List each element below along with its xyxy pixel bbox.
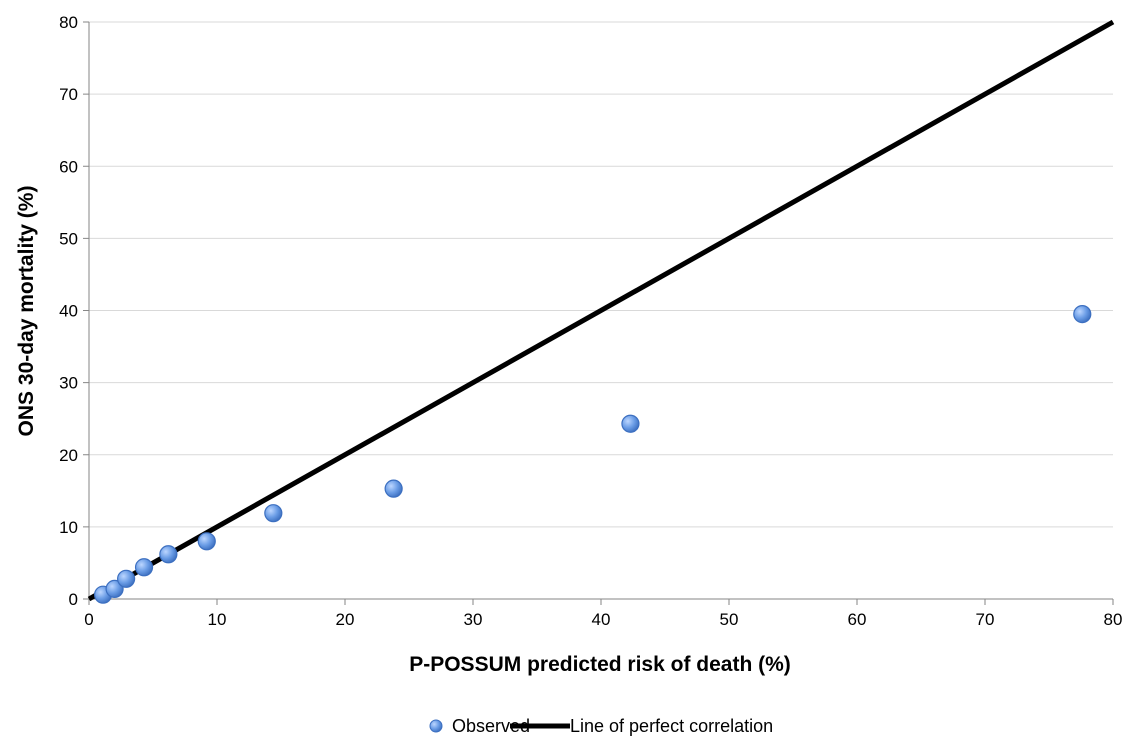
y-tick-label-40: 40 [59, 302, 78, 321]
y-tick-label-70: 70 [59, 85, 78, 104]
x-axis-title: P-POSSUM predicted risk of death (%) [409, 653, 791, 676]
x-tick-label-0: 0 [84, 610, 93, 629]
legend-observed-marker [429, 719, 443, 733]
x-tick-label-40: 40 [592, 610, 611, 629]
x-tick-label-60: 60 [848, 610, 867, 629]
x-tick-label-20: 20 [336, 610, 355, 629]
axes [83, 21, 1114, 605]
tick-labels: 0 10 20 30 40 50 60 70 80 0 10 20 30 40 50 60 70 80 [59, 13, 1122, 629]
y-tick-label-10: 10 [59, 518, 78, 537]
x-tick-label-50: 50 [720, 610, 739, 629]
observed-point-5 [159, 545, 178, 564]
observed-point-9 [621, 414, 640, 433]
legend-correlation-label: Line of perfect correlation [570, 716, 773, 736]
x-tick-label-80: 80 [1104, 610, 1123, 629]
x-tick-label-10: 10 [208, 610, 227, 629]
observed-points-layer [93, 305, 1092, 604]
y-tick-label-50: 50 [59, 229, 78, 248]
y-tick-label-0: 0 [69, 590, 78, 609]
observed-point-3 [117, 569, 136, 588]
observed-point-8 [384, 479, 403, 498]
observed-point-7 [264, 504, 283, 523]
observed-point-6 [197, 532, 216, 551]
y-tick-label-20: 20 [59, 446, 78, 465]
y-tick-label-60: 60 [59, 157, 78, 176]
gridlines [89, 21, 1113, 528]
y-tick-label-30: 30 [59, 374, 78, 393]
legend: Observed Line of perfect correlation [429, 716, 773, 736]
y-tick-label-80: 80 [59, 13, 78, 32]
observed-point-10 [1073, 305, 1092, 324]
legend-observed-label: Observed [452, 716, 530, 736]
x-tick-label-70: 70 [976, 610, 995, 629]
observed-point-2 [105, 579, 124, 599]
x-tick-label-30: 30 [464, 610, 483, 629]
perfect-correlation-line-layer [87, 19, 1115, 602]
observed-point-4 [134, 558, 154, 577]
perfect-correlation-line [87, 19, 1115, 602]
y-axis-title: ONS 30-day mortality (%) [15, 186, 38, 437]
